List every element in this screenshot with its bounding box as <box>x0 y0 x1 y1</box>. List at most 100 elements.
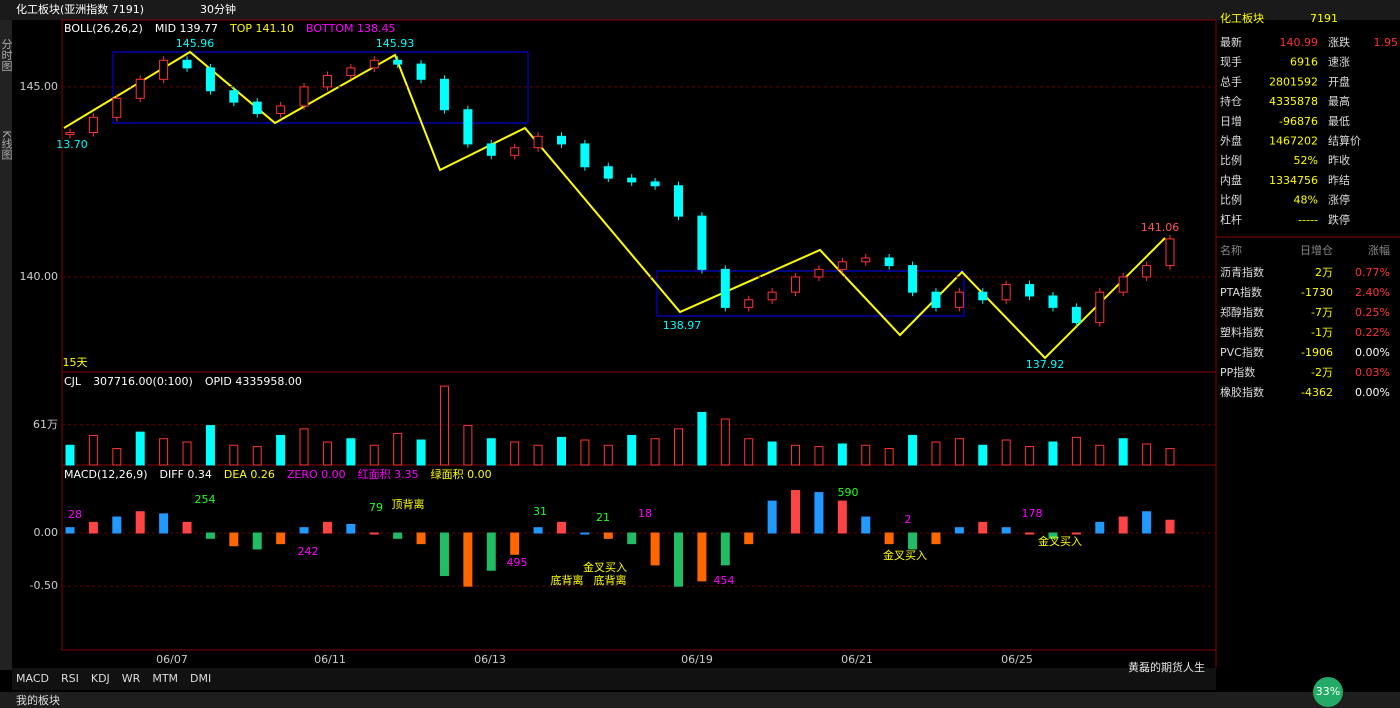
bar <box>1001 527 1011 534</box>
candle <box>580 143 590 168</box>
quote-label: 结算价 <box>1328 134 1361 148</box>
bar <box>603 444 613 466</box>
badge: 33% <box>1316 685 1340 698</box>
annotation: 底背离 <box>594 573 627 587</box>
list-cell: -1906 <box>1301 346 1333 359</box>
list-header: 涨幅 <box>1368 244 1390 257</box>
bar <box>556 436 566 466</box>
candle <box>697 215 707 270</box>
panel-header: BOTTOM 138.45 <box>306 22 395 35</box>
bar <box>1071 436 1081 466</box>
indicator-tab[interactable]: WR <box>122 672 141 685</box>
quote-label: 杠杆 <box>1220 212 1242 226</box>
quote-label: 内盘 <box>1220 173 1242 187</box>
footer-tab[interactable]: 我的板块 <box>16 693 60 707</box>
window-title: 化工板块(亚洲指数 7191) <box>16 2 144 16</box>
bar <box>978 521 988 534</box>
indicator-tab[interactable]: MACD <box>16 672 49 685</box>
candle <box>791 276 801 293</box>
annotation: 145.96 <box>176 37 215 50</box>
candle <box>650 181 660 187</box>
bar <box>299 527 309 534</box>
list-cell[interactable]: 沥青指数 <box>1220 265 1264 279</box>
annotation: 590 <box>838 486 859 499</box>
candle <box>814 268 824 278</box>
panel-header: ZERO 0.00 <box>287 468 346 481</box>
candle <box>720 268 730 308</box>
candle <box>1001 284 1011 301</box>
bar <box>1048 532 1058 539</box>
bar <box>322 521 332 534</box>
y-tick-label: -0.50 <box>30 579 58 592</box>
indicator-tab[interactable]: KDJ <box>91 672 110 685</box>
list-cell: -2万 <box>1311 366 1333 379</box>
x-tick-label: 06/07 <box>156 653 188 666</box>
bar <box>720 532 730 566</box>
list-cell[interactable]: 橡胶指数 <box>1220 385 1264 399</box>
bar <box>814 492 824 534</box>
bar <box>205 425 215 466</box>
list-cell[interactable]: PTA指数 <box>1220 285 1262 299</box>
quote-label: 外盘 <box>1220 134 1242 148</box>
bar <box>88 434 98 466</box>
quote-value: -96876 <box>1279 115 1318 128</box>
bar <box>1001 439 1011 466</box>
quote-value: 2801592 <box>1269 75 1318 88</box>
list-cell[interactable]: PP指数 <box>1220 365 1255 379</box>
bar <box>135 431 145 466</box>
list-cell[interactable]: 郑醇指数 <box>1220 305 1264 319</box>
bar <box>556 521 566 534</box>
bar <box>229 444 239 466</box>
quote-label: 开盘 <box>1328 74 1350 88</box>
indicator-tab[interactable]: RSI <box>61 672 79 685</box>
quote-label: 现手 <box>1220 55 1242 69</box>
quote-label: 总手 <box>1220 74 1242 88</box>
quote-label: 最低 <box>1328 115 1350 128</box>
bar <box>837 443 847 466</box>
annotation: 242 <box>298 545 319 558</box>
bar <box>369 532 379 535</box>
annotation: 28 <box>68 508 82 521</box>
bar <box>1048 441 1058 466</box>
list-cell: -7万 <box>1311 306 1333 319</box>
bar <box>416 439 426 466</box>
side-tab[interactable]: K线图 <box>0 130 13 160</box>
bar <box>1118 438 1128 466</box>
candle <box>1048 295 1058 308</box>
candle <box>1071 306 1081 324</box>
bar <box>580 532 590 535</box>
quote-label: 涨停 <box>1328 193 1350 207</box>
bar <box>346 523 356 534</box>
candle <box>463 109 473 145</box>
candle <box>112 97 122 118</box>
list-cell: 0.77% <box>1355 266 1390 279</box>
period[interactable]: 30分钟 <box>200 2 236 16</box>
quote-value: 140.99 <box>1280 36 1319 49</box>
indicator-tab[interactable]: MTM <box>152 672 178 685</box>
candle <box>439 78 449 111</box>
quote-label: 跌停 <box>1328 212 1350 226</box>
bar <box>931 441 941 466</box>
bar <box>744 438 754 466</box>
list-cell: 0.00% <box>1355 386 1390 399</box>
bar <box>1165 448 1175 466</box>
quote-value: 1.95 <box>1374 36 1399 49</box>
bar <box>1165 519 1175 534</box>
bar <box>486 532 496 571</box>
y-tick-label: 0.00 <box>34 526 59 539</box>
list-cell[interactable]: 塑料指数 <box>1220 325 1264 339</box>
bar <box>767 441 777 466</box>
annotation: 底背离 <box>551 573 584 587</box>
list-cell[interactable]: PVC指数 <box>1220 345 1264 359</box>
indicator-tab[interactable]: DMI <box>190 672 211 685</box>
annotation: 141.06 <box>1141 221 1180 234</box>
bar <box>978 444 988 466</box>
quote-value: 1334756 <box>1269 174 1318 187</box>
list-cell: 0.00% <box>1355 346 1390 359</box>
annotation: 18 <box>638 507 652 520</box>
bar <box>65 444 75 466</box>
bar <box>463 425 473 466</box>
side-tab[interactable]: 分时图 <box>0 38 13 72</box>
list-cell: 2.40% <box>1355 286 1390 299</box>
quote-label: 比例 <box>1220 153 1242 167</box>
